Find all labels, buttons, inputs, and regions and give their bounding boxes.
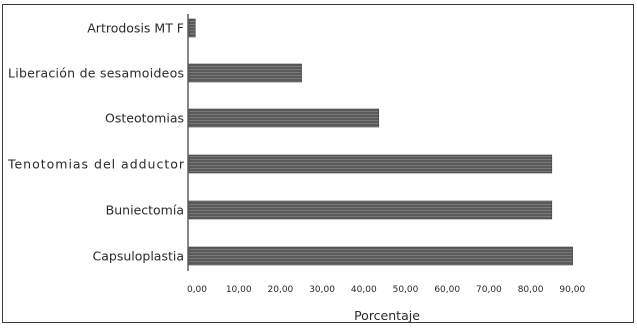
x-tick-label: 30,00	[309, 285, 335, 295]
chart-border	[2, 4, 634, 323]
bar	[188, 200, 553, 220]
x-tick-label: 20,00	[268, 285, 294, 295]
category-label: Artrodosis MT F	[87, 21, 184, 36]
x-tick-label: 70,00	[476, 285, 502, 295]
x-tick-label: 50,00	[393, 285, 419, 295]
bar	[188, 18, 196, 38]
bars-layer	[188, 18, 573, 266]
bar	[188, 154, 553, 174]
category-label: Capsuloplastia	[93, 249, 185, 264]
x-tick-label: 90,00	[559, 285, 585, 295]
bar	[188, 108, 380, 128]
x-axis-label: Porcentaje	[354, 308, 420, 323]
x-tick-label: 40,00	[351, 285, 377, 295]
category-label: Tenotomias del adductor	[7, 157, 185, 172]
x-tick-label: 60,00	[434, 285, 460, 295]
x-tick-labels: 0,00 10,00 20,00 30,00 40,00 50,00 60,00 70,00 8…	[187, 285, 585, 295]
x-tick-label: 0,00	[187, 285, 207, 295]
category-label: Osteotomias	[105, 111, 184, 126]
x-tick-label: 80,00	[518, 285, 544, 295]
category-labels: Artrodosis MT F Liberación de sesamoideos…	[7, 21, 185, 264]
bar	[188, 246, 573, 266]
category-label: Buniectomía	[106, 203, 184, 218]
x-tick-label: 10,00	[226, 285, 252, 295]
bar	[188, 63, 302, 83]
category-label: Liberación de sesamoideos	[8, 66, 184, 81]
